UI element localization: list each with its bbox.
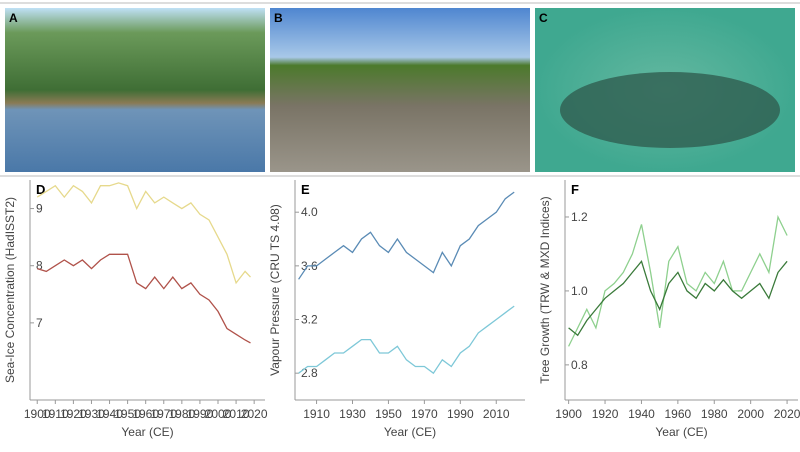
x-tick-label: 1950 <box>114 407 141 421</box>
y-tick-label: 9 <box>36 202 43 216</box>
y-tick-label: 7 <box>36 316 43 330</box>
x-tick-label: 1950 <box>375 407 402 421</box>
data-line <box>37 253 251 344</box>
y-tick-label: 2.8 <box>301 366 318 380</box>
photo-river-forest <box>5 8 265 172</box>
x-tick-label: 1970 <box>150 407 177 421</box>
data-line <box>36 182 251 285</box>
x-tick-label: 2010 <box>483 407 510 421</box>
x-tick-label: 2000 <box>737 407 764 421</box>
panel-label: C <box>539 11 548 25</box>
y-tick-label: 1.2 <box>571 210 588 224</box>
x-tick-label: 1980 <box>701 407 728 421</box>
x-tick-label: 2000 <box>205 407 232 421</box>
y-tick-label: 1.0 <box>571 284 588 298</box>
photo-driftwood <box>270 8 530 172</box>
x-tick-label: 1920 <box>60 407 87 421</box>
x-tick-label: 1980 <box>168 407 195 421</box>
y-tick-label: 4.0 <box>301 205 318 219</box>
x-tick-label: 1990 <box>187 407 214 421</box>
x-tick-label: 1960 <box>132 407 159 421</box>
x-tick-label: 1910 <box>42 407 69 421</box>
x-axis-label: Year (CE) <box>655 425 707 439</box>
y-axis-label: Tree Growth (TRW & MXD Indices) <box>538 196 552 383</box>
x-tick-label: 1930 <box>78 407 105 421</box>
x-tick-label: 1970 <box>411 407 438 421</box>
y-axis-label: Sea-Ice Concentration (HadISST2) <box>3 197 17 383</box>
x-tick-label: 2020 <box>774 407 800 421</box>
x-axis-label: Year (CE) <box>121 425 173 439</box>
x-tick-label: 1910 <box>303 407 330 421</box>
data-line <box>568 214 788 347</box>
data-line <box>568 259 788 337</box>
y-tick-label: 8 <box>36 259 43 273</box>
x-axis-label: Year (CE) <box>384 425 436 439</box>
data-line <box>298 191 515 280</box>
x-tick-label: 1940 <box>96 407 123 421</box>
x-tick-label: 1900 <box>555 407 582 421</box>
y-tick-label: 3.2 <box>301 313 318 327</box>
x-tick-label: 1940 <box>628 407 655 421</box>
data-line <box>298 305 515 375</box>
wood-cluster <box>560 72 780 148</box>
x-tick-label: 2020 <box>241 407 268 421</box>
panel-label: D <box>36 182 45 197</box>
panel-label: F <box>571 182 579 197</box>
x-tick-label: 2010 <box>223 407 250 421</box>
x-tick-label: 1900 <box>24 407 51 421</box>
x-tick-label: 1930 <box>339 407 366 421</box>
y-axis-label: Vapour Pressure (CRU TS 4.08) <box>268 204 282 376</box>
x-tick-label: 1920 <box>592 407 619 421</box>
y-tick-label: 0.8 <box>571 358 588 372</box>
panel-label: B <box>274 11 283 25</box>
panel-label: E <box>301 182 310 197</box>
x-tick-label: 1960 <box>665 407 692 421</box>
panel-label: A <box>9 11 18 25</box>
x-tick-label: 1990 <box>447 407 474 421</box>
